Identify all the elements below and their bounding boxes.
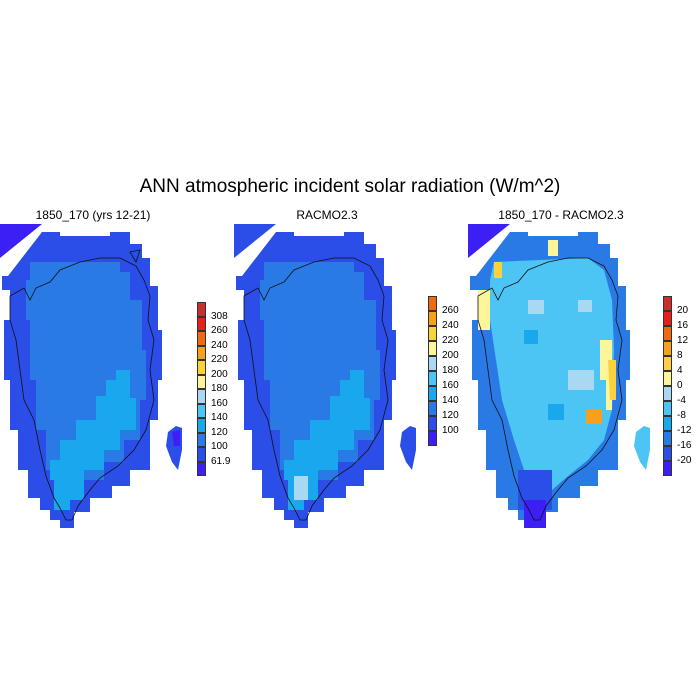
- colorbar-swatch: [428, 296, 437, 311]
- colorbar-label: 260: [442, 305, 459, 316]
- colorbar-label: 200: [211, 368, 228, 380]
- colorbar-swatch: [663, 401, 672, 416]
- colorbar-label: 12: [677, 335, 689, 346]
- colorbar-label: 180: [211, 383, 228, 394]
- colorbar-label: 240: [211, 339, 228, 351]
- colorbar-label: 120: [211, 426, 228, 438]
- colorbar-swatch: [197, 316, 206, 331]
- colorbar-label: 120: [442, 410, 459, 421]
- colorbar-swatch: [428, 371, 437, 386]
- panel-3-title: 1850_170 - RACMO2.3: [498, 208, 624, 222]
- colorbar-swatch: [197, 403, 206, 418]
- colorbar-label: 16: [677, 320, 689, 331]
- colorbar-swatch: [197, 432, 206, 447]
- colorbar-swatch: [197, 418, 206, 433]
- colorbar-swatch: [663, 461, 672, 476]
- colorbar-swatch: [428, 401, 437, 416]
- colorbar-label: 8: [677, 350, 683, 361]
- colorbar-swatch: [197, 374, 206, 389]
- colorbar-swatch: [663, 446, 672, 461]
- colorbar-label: 140: [442, 395, 459, 406]
- colorbar-swatch: [663, 296, 672, 311]
- colorbar-label: -4: [677, 395, 686, 406]
- colorbar-label: -20: [677, 455, 692, 466]
- colorbar-label: 220: [211, 354, 228, 365]
- colorbar-label: -8: [677, 410, 686, 421]
- colorbar-swatch: [197, 447, 206, 462]
- colorbar-label: 0: [677, 380, 683, 391]
- colorbar-swatch: [663, 386, 672, 401]
- colorbar-swatch: [663, 311, 672, 326]
- colorbar-swatch: [428, 311, 437, 326]
- colorbar-swatch: [428, 416, 437, 431]
- colorbar-swatch: [428, 326, 437, 341]
- colorbar-label: 140: [211, 412, 228, 423]
- colorbar-swatch: [428, 431, 437, 446]
- panel-1-title: 1850_170 (yrs 12-21): [35, 208, 151, 222]
- colorbar-swatch: [197, 360, 206, 375]
- colorbar-label: 100: [442, 425, 459, 436]
- colorbar-label: -12: [677, 425, 692, 436]
- colorbar-swatch: [197, 461, 206, 476]
- colorbar-label: 180: [442, 365, 459, 376]
- colorbar-swatch: [663, 431, 672, 446]
- colorbar-swatch: [663, 416, 672, 431]
- colorbar-swatch: [663, 371, 672, 386]
- colorbar-label: 20: [677, 305, 689, 316]
- colorbar-label: 220: [442, 335, 459, 346]
- figure-title: ANN atmospheric incident solar radiation…: [139, 176, 561, 197]
- colorbar-label: 100: [211, 441, 228, 452]
- colorbar-label: 200: [442, 350, 459, 361]
- colorbar-label: 240: [442, 320, 459, 331]
- colorbar-swatch: [663, 341, 672, 356]
- colorbar-label: 160: [442, 380, 459, 391]
- colorbar-label: 260: [211, 325, 228, 336]
- colorbar-swatch: [197, 389, 206, 404]
- colorbar-label: 61.9: [211, 455, 231, 467]
- colorbar-swatch: [663, 326, 672, 341]
- colorbar-label: 4: [677, 365, 683, 376]
- colorbar-swatch: [663, 356, 672, 371]
- panel-2-title: RACMO2.3: [296, 208, 358, 222]
- greenland-field-panel-1: [0, 224, 182, 528]
- colorbar-label: 308: [211, 310, 228, 322]
- colorbar-swatch: [428, 341, 437, 356]
- colorbar-swatch: [197, 302, 206, 317]
- colorbar-swatch: [197, 331, 206, 346]
- colorbar-swatch: [428, 356, 437, 371]
- colorbar-swatch: [428, 386, 437, 401]
- colorbar-label: 160: [211, 397, 228, 409]
- colorbar-label: -16: [677, 440, 692, 451]
- colorbar-swatch: [197, 345, 206, 360]
